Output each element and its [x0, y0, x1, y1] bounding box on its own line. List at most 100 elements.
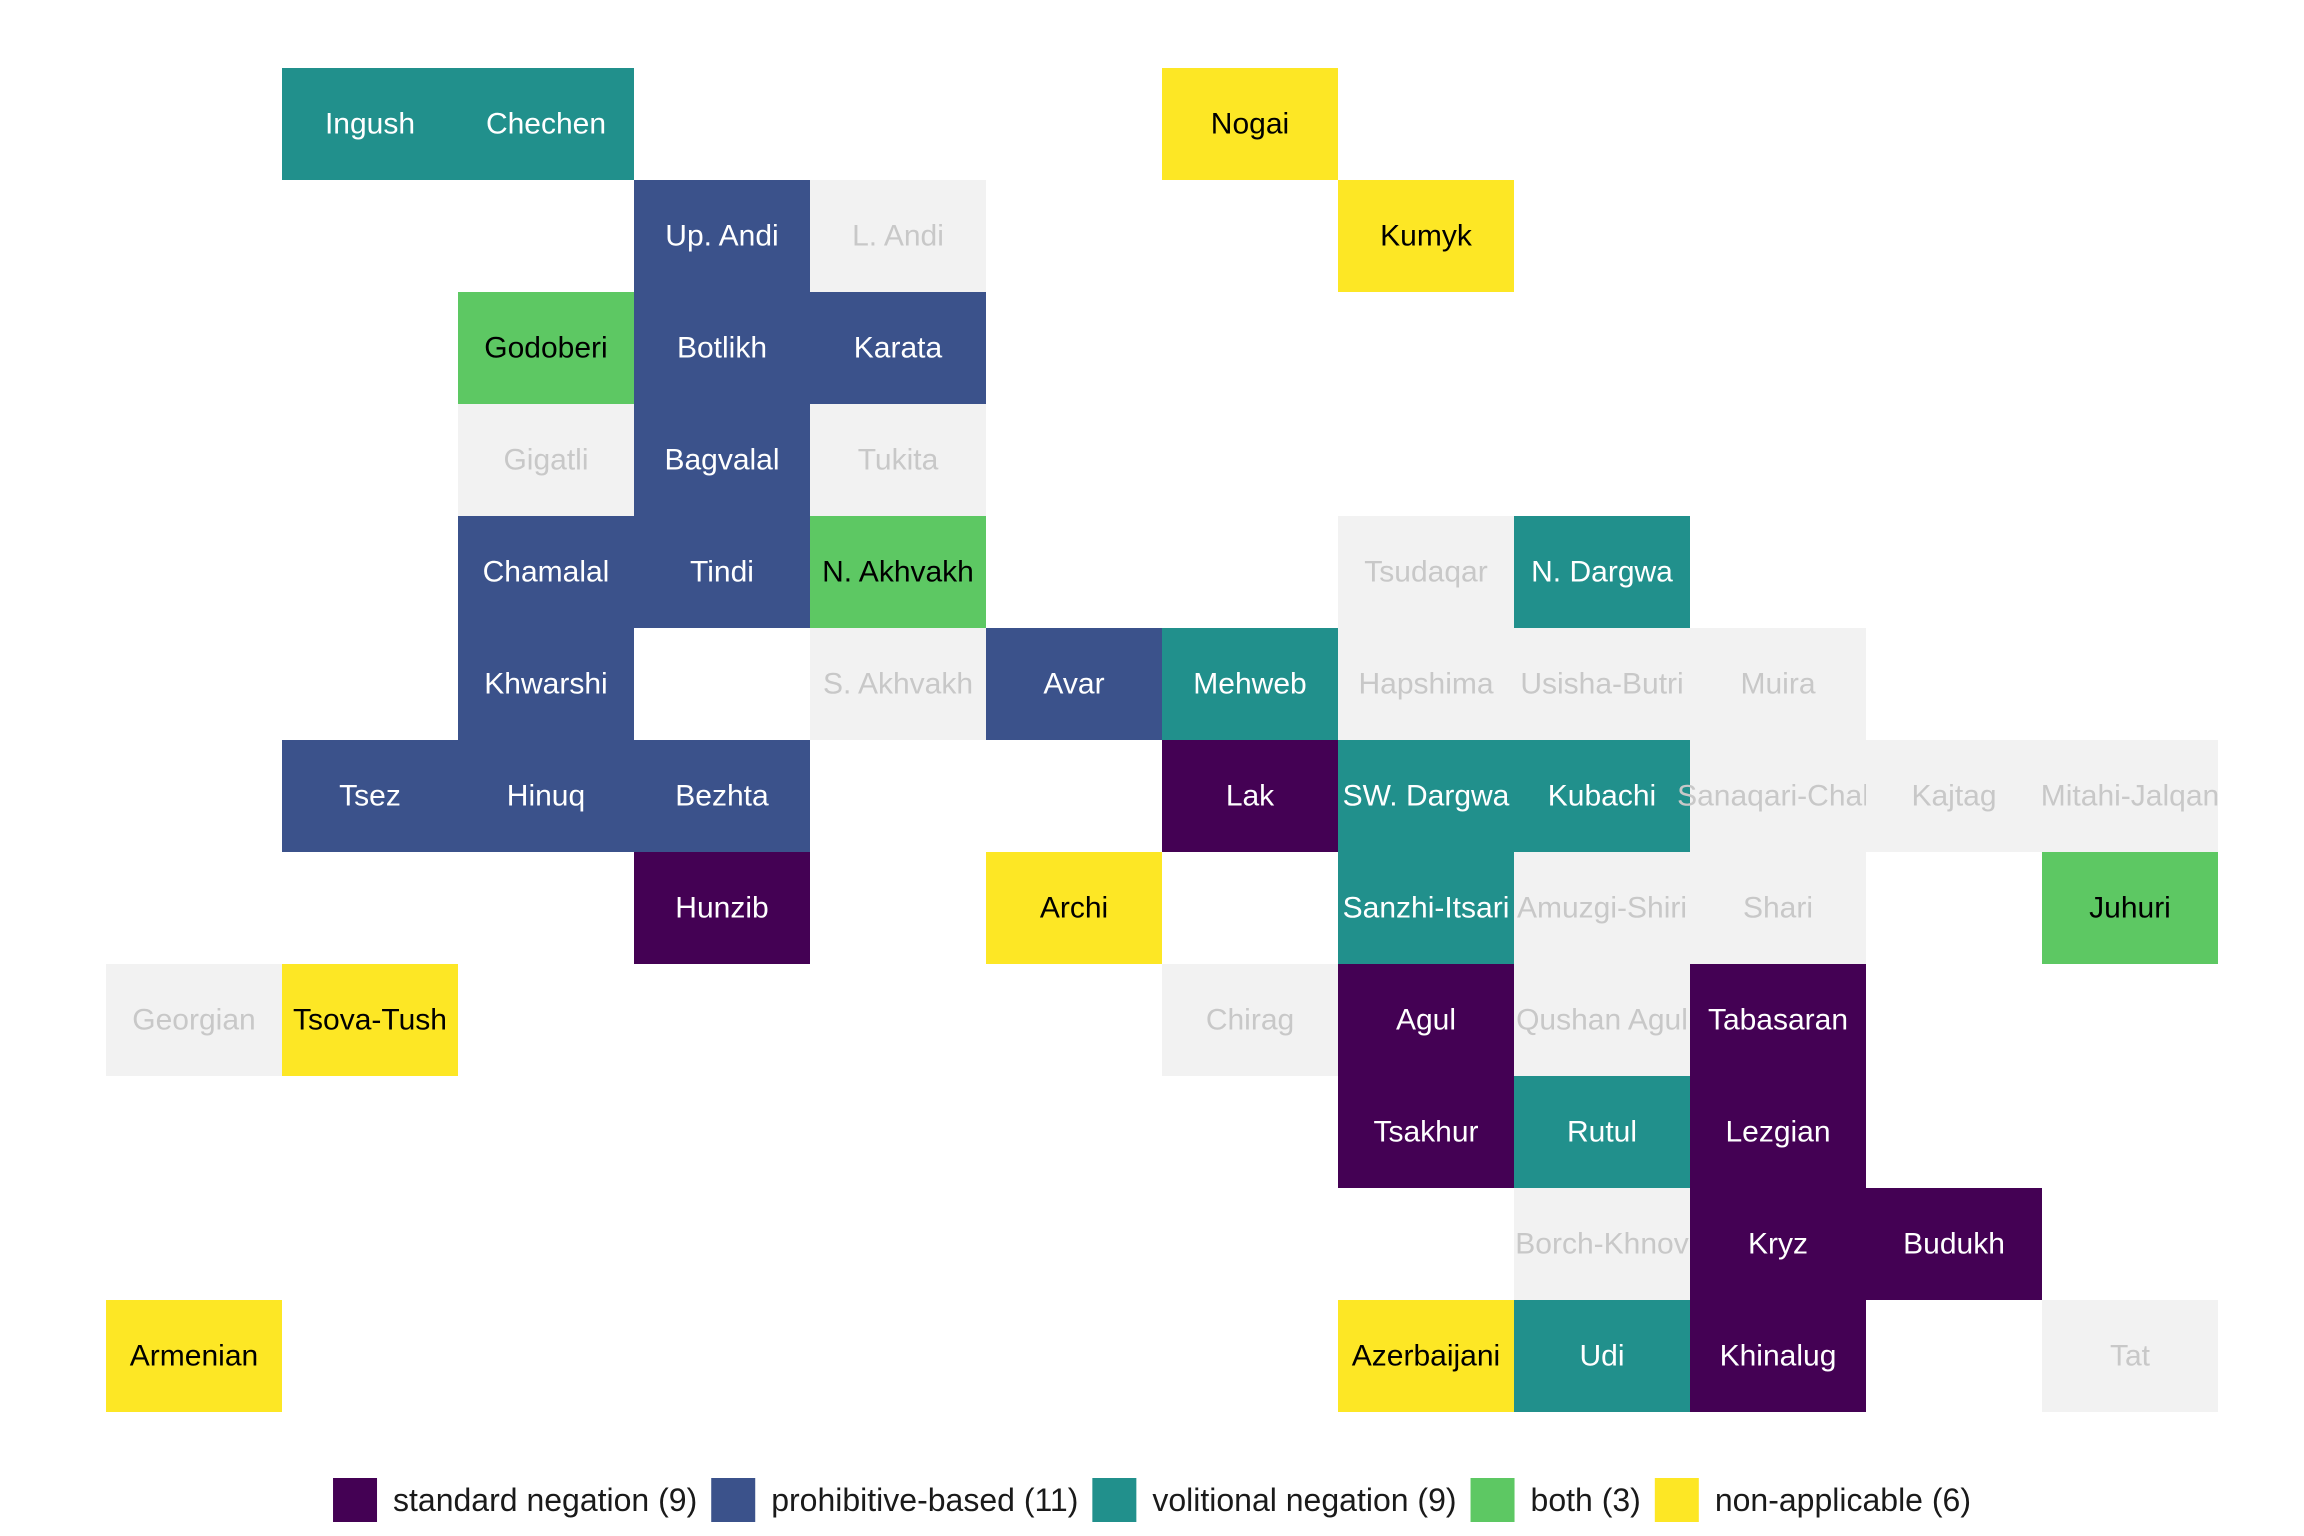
grid-cell: Kumyk: [1338, 180, 1514, 292]
grid-cell-label: Amuzgi-Shiri: [1517, 892, 1687, 925]
grid-cell-label: Up. Andi: [665, 220, 778, 253]
grid-cell: Qushan Agul: [1514, 964, 1690, 1076]
grid-cell: Khwarshi: [458, 628, 634, 740]
grid-cell: Juhuri: [2042, 852, 2218, 964]
grid-cell-rect: [810, 180, 986, 292]
grid-cell: Botlikh: [634, 292, 810, 404]
grid-cell-rect: [1690, 964, 1866, 1076]
grid-cell-rect: [1514, 1188, 1690, 1300]
grid-cell: Hunzib: [634, 852, 810, 964]
grid-cell: Hinuq: [458, 740, 634, 852]
grid-cell-rect: [634, 852, 810, 964]
grid-cell-label: Kajtag: [1911, 780, 1996, 813]
grid-cell-label: Georgian: [132, 1004, 255, 1037]
grid-cell-rect: [1162, 68, 1338, 180]
grid-cell-label: Hapshima: [1358, 668, 1493, 701]
grid-cell: Kajtag: [1866, 740, 2042, 852]
grid-cell-label: Godoberi: [484, 332, 607, 365]
grid-cell-rect: [458, 68, 634, 180]
grid-cell: Karata: [810, 292, 986, 404]
grid-cell: Hapshima: [1338, 628, 1514, 740]
grid-cell-rect: [458, 516, 634, 628]
grid-cell: Amuzgi-Shiri: [1514, 852, 1690, 964]
grid-cell-label: Bezhta: [675, 780, 769, 813]
grid-cell: L. Andi: [810, 180, 986, 292]
grid-cell: Up. Andi: [634, 180, 810, 292]
grid-cell-label: Muira: [1740, 668, 1815, 701]
grid-cell-label: Qushan Agul: [1516, 1004, 1688, 1037]
grid-cell-rect: [1338, 1300, 1514, 1412]
grid-cell-label: Azerbaijani: [1352, 1340, 1500, 1373]
grid-cell: N. Dargwa: [1514, 516, 1690, 628]
grid-cell-rect: [986, 852, 1162, 964]
grid-cell-rect: [1514, 964, 1690, 1076]
grid-cell-rect: [1690, 1300, 1866, 1412]
grid-cell-rect: [1514, 628, 1690, 740]
grid-cell-label: Kubachi: [1548, 780, 1656, 813]
grid-cell: Azerbaijani: [1338, 1300, 1514, 1412]
grid-cell: Borch-Khnov: [1514, 1188, 1690, 1300]
grid-cell-rect: [810, 404, 986, 516]
grid-cell-rect: [1690, 628, 1866, 740]
grid-cell-rect: [1690, 740, 1866, 852]
legend-swatch: [1092, 1478, 1137, 1522]
grid-cell-label: Khwarshi: [484, 668, 607, 701]
grid-cell-rect: [1690, 1076, 1866, 1188]
grid-cell: SW. Dargwa: [1338, 740, 1514, 852]
grid-cell-rect: [1338, 1076, 1514, 1188]
grid-cell-label: Mitahi-Jalqan: [2041, 780, 2219, 813]
grid-cell-rect: [634, 740, 810, 852]
grid-cell-label: Tindi: [690, 556, 754, 589]
grid-cell-label: Hunzib: [675, 892, 768, 925]
legend-item-na: non-applicable (6): [1654, 1478, 1971, 1522]
grid-cell-rect: [106, 964, 282, 1076]
grid-cell-label: N. Dargwa: [1531, 556, 1673, 589]
grid-cell-rect: [634, 404, 810, 516]
grid-cell-label: Tsez: [339, 780, 401, 813]
grid-cell-label: Archi: [1040, 892, 1108, 925]
grid-cell-rect: [1514, 516, 1690, 628]
grid-cell: Budukh: [1866, 1188, 2042, 1300]
grid-cell-rect: [810, 516, 986, 628]
grid-cell-rect: [1514, 852, 1690, 964]
grid-cell: Kubachi: [1514, 740, 1690, 852]
legend-label: both (3): [1531, 1482, 1641, 1518]
grid-cell-label: Shari: [1743, 892, 1813, 925]
grid-cell-label: Borch-Khnov: [1515, 1228, 1688, 1261]
grid-cell: Sanaqari-Chah: [1677, 740, 1879, 852]
legend-item-prohibitive: prohibitive-based (11): [711, 1478, 1078, 1522]
grid-cell-rect: [1866, 1188, 2042, 1300]
grid-cell-label: Khinalug: [1720, 1340, 1837, 1373]
grid-cell: Chechen: [458, 68, 634, 180]
grid-cell-rect: [1338, 628, 1514, 740]
grid-cell-rect: [458, 404, 634, 516]
grid-cell-rect: [2042, 1300, 2218, 1412]
grid-cell: Muira: [1690, 628, 1866, 740]
grid-cell-label: Usisha-Butri: [1520, 668, 1683, 701]
grid-cell-rect: [106, 1300, 282, 1412]
grid-cell-label: N. Akhvakh: [822, 556, 974, 589]
legend-label: non-applicable (6): [1715, 1482, 1971, 1518]
grid-cell-label: Tat: [2110, 1340, 2151, 1373]
grid-cell: Usisha-Butri: [1514, 628, 1690, 740]
grid-cell-label: Sanzhi-Itsari: [1343, 892, 1510, 925]
grid-cell: Shari: [1690, 852, 1866, 964]
grid-cell-label: Tsakhur: [1373, 1116, 1478, 1149]
grid-cell-label: Udi: [1579, 1340, 1624, 1373]
grid-cell-label: S. Akhvakh: [823, 668, 973, 701]
grid-cell-rect: [1338, 964, 1514, 1076]
grid-cell-label: Budukh: [1903, 1228, 2005, 1261]
grid-cell: Avar: [986, 628, 1162, 740]
grid-cell-rect: [1162, 740, 1338, 852]
grid-cell-label: Bagvalal: [664, 444, 779, 477]
grid-cell-rect: [282, 68, 458, 180]
grid-cell: Armenian: [106, 1300, 282, 1412]
grid-cell: Archi: [986, 852, 1162, 964]
grid-cell-rect: [1514, 740, 1690, 852]
grid-cell-rect: [810, 292, 986, 404]
legend-item-volitional: volitional negation (9): [1092, 1478, 1457, 1522]
grid-cell: Tsova-Tush: [282, 964, 458, 1076]
grid-cell: Mehweb: [1162, 628, 1338, 740]
grid-cell: Sanzhi-Itsari: [1338, 852, 1514, 964]
grid-cell: Tat: [2042, 1300, 2218, 1412]
